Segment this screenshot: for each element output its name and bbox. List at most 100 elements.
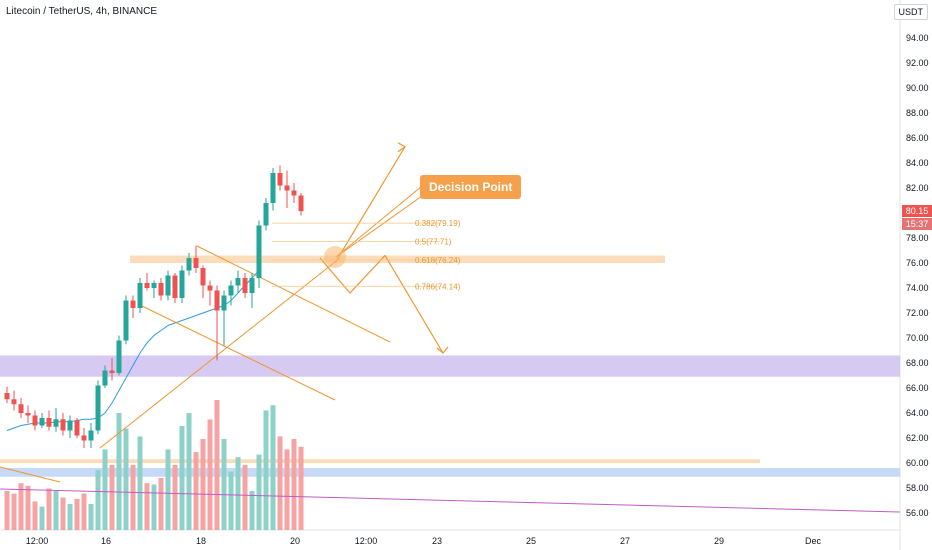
volume-bar — [18, 483, 24, 530]
volume-bar — [256, 454, 262, 530]
candle-body — [74, 420, 80, 436]
candle-body — [179, 270, 185, 298]
volume-bar — [193, 452, 199, 530]
candle-body — [116, 340, 122, 373]
price-tick-label: 90.00 — [906, 83, 929, 93]
price-tick-label: 58.00 — [906, 483, 929, 493]
price-tick-label: 64.00 — [906, 408, 929, 418]
volume-bar — [284, 449, 290, 530]
candle-body — [95, 385, 101, 431]
candle-body — [186, 258, 192, 271]
volume-bar — [116, 413, 122, 530]
candle-body — [207, 285, 213, 291]
decision-point-marker — [324, 246, 346, 268]
candle-body — [249, 278, 255, 293]
volume-bar — [242, 465, 248, 530]
bearish-scenario-path — [319, 254, 444, 354]
volume-bar — [102, 449, 108, 530]
time-axis[interactable]: 12:00 16 18 20 12:00 23 25 27 29 Dec — [26, 536, 822, 546]
volume-bar — [74, 498, 80, 530]
resistance-band — [130, 255, 665, 263]
volume-bar — [53, 491, 59, 530]
rising-trendline — [99, 257, 341, 449]
price-tick-label: 88.00 — [906, 108, 929, 118]
volume-bar — [46, 488, 52, 530]
volume-bar — [165, 449, 171, 530]
volume-bar — [172, 465, 178, 530]
decision-point-label[interactable]: Decision Point — [420, 175, 522, 199]
candle-body — [123, 300, 129, 341]
price-tick-label: 92.00 — [906, 58, 929, 68]
volume-bar — [200, 439, 206, 530]
bullish-scenario-path — [334, 146, 406, 264]
volume-bar — [39, 506, 45, 530]
price-tick-label: 60.00 — [906, 458, 929, 468]
volume-bar — [263, 410, 269, 530]
volume-bar — [249, 491, 255, 530]
volume-bar — [130, 465, 136, 530]
candle-body — [102, 370, 108, 386]
fib-level-label: 0.618(76.24) — [415, 256, 461, 265]
volume-bar — [88, 504, 94, 530]
time-tick-label: 29 — [714, 536, 724, 546]
candle-body — [53, 419, 59, 427]
candle-body — [172, 275, 178, 298]
volume-bar — [214, 400, 220, 530]
low-band-orange — [0, 459, 760, 463]
volume-layer — [4, 400, 304, 530]
price-tick-label: 70.00 — [906, 333, 929, 343]
candle-body — [221, 295, 227, 311]
candle-body — [130, 300, 136, 308]
price-axis[interactable]: 94.0092.0090.0088.0086.0084.0082.0080.00… — [906, 33, 929, 518]
time-tick-label: 12:00 — [355, 536, 378, 546]
volume-bar — [4, 491, 10, 530]
volume-bar — [228, 471, 234, 530]
time-tick-label: 27 — [620, 536, 630, 546]
volume-bar — [95, 470, 101, 530]
price-tick-label: 78.00 — [906, 233, 929, 243]
volume-bar — [179, 426, 185, 530]
candle-body — [165, 275, 171, 296]
candle-body — [298, 195, 304, 212]
candle-body — [228, 285, 234, 296]
candle-body — [109, 370, 115, 373]
volume-bar — [291, 439, 297, 530]
candle-body — [18, 404, 24, 413]
candle-body — [151, 283, 157, 288]
candle-body — [158, 283, 164, 296]
candle-body — [263, 203, 269, 226]
fib-level-label: 0.786(74.14) — [415, 282, 461, 291]
support-band — [0, 355, 900, 377]
volume-bar — [123, 428, 129, 530]
candle-body — [4, 393, 10, 400]
time-tick-label: 20 — [290, 536, 300, 546]
candle-body — [60, 419, 66, 431]
volume-bar — [81, 493, 87, 530]
falling-line-left — [0, 466, 61, 483]
zones-layer — [0, 255, 900, 477]
candle-body — [242, 278, 248, 293]
candle-body — [39, 418, 45, 426]
price-tick-label: 94.00 — [906, 33, 929, 43]
price-tick-label: 76.00 — [906, 258, 929, 268]
price-tick-label: 56.00 — [906, 508, 929, 518]
bearish-arrowhead — [436, 346, 449, 354]
candle-body — [88, 430, 94, 441]
volume-bar — [137, 436, 143, 530]
candle-body — [256, 225, 262, 278]
currency-tag[interactable]: USDT — [893, 4, 928, 20]
volume-bar — [60, 497, 66, 530]
volume-bar — [221, 439, 227, 530]
price-tick-label: 74.00 — [906, 283, 929, 293]
candle-body — [200, 268, 206, 286]
candle-body — [67, 420, 73, 431]
price-tick-label: 72.00 — [906, 308, 929, 318]
candle-body — [291, 190, 297, 196]
price-tick-label: 62.00 — [906, 433, 929, 443]
candle-body — [144, 283, 150, 288]
last-price-badge: 80.15 — [902, 205, 932, 217]
symbol-title[interactable]: Litecoin / TetherUS, 4h, BINANCE — [6, 6, 157, 17]
time-tick-label: 25 — [526, 536, 536, 546]
decision-pointer-2 — [335, 195, 423, 258]
